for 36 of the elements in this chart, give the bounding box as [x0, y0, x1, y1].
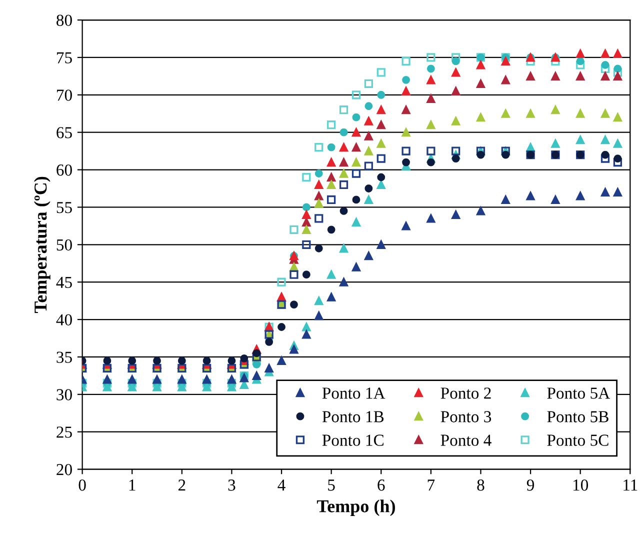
x-tick-label: 11 [624, 480, 638, 491]
y-tick-label: 45 [56, 276, 72, 288]
x-tick-label: 1 [129, 480, 136, 491]
legend-label: Ponto 3 [440, 411, 492, 422]
x-axis-title: Tempo (h) [316, 500, 395, 516]
x-tick-label: 2 [178, 480, 186, 491]
legend-label: Ponto 2 [440, 388, 491, 399]
x-tick-label: 0 [78, 479, 86, 491]
y-tick-label: 35 [56, 352, 72, 363]
x-tick-label: 9 [526, 480, 534, 491]
legend-label: Ponto 4 [440, 434, 492, 446]
y-tick-label: 60 [56, 164, 72, 176]
x-tick-label: 7 [428, 480, 435, 491]
y-tick-label: 50 [56, 239, 72, 251]
x-tick-label: 5 [328, 480, 335, 491]
y-tick-label: 20 [56, 464, 72, 476]
legend-label: Ponto 5B [547, 411, 608, 422]
x-tick-label: 10 [573, 479, 588, 491]
legend-label: Ponto 1C [322, 434, 384, 446]
legend-label: Ponto 1B [322, 411, 384, 422]
y-axis-title: Temperatura (ºC) [34, 176, 50, 313]
y-tick-label: 65 [56, 127, 72, 138]
y-tick-label: 40 [56, 314, 72, 326]
y-tick-label: 55 [56, 202, 72, 214]
x-tick-label: 6 [378, 480, 385, 491]
legend-label: Ponto 5A [547, 388, 610, 399]
x-tick-label: 4 [278, 480, 286, 491]
y-tick-label: 75 [57, 52, 72, 64]
y-tick-label: 70 [57, 90, 72, 101]
x-tick-label: 8 [477, 479, 484, 491]
legend-label: Ponto 5C [547, 434, 608, 446]
y-tick-label: 25 [56, 426, 72, 438]
legend-label: Ponto 1A [322, 388, 386, 399]
y-tick-label: 30 [56, 389, 72, 400]
x-tick-label: 3 [228, 480, 236, 491]
y-tick-label: 80 [56, 14, 72, 26]
